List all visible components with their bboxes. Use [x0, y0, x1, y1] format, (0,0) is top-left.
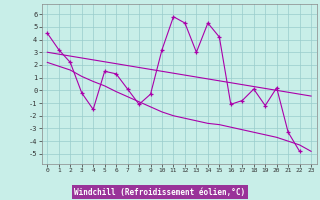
Text: Windchill (Refroidissement éolien,°C): Windchill (Refroidissement éolien,°C): [75, 188, 245, 196]
